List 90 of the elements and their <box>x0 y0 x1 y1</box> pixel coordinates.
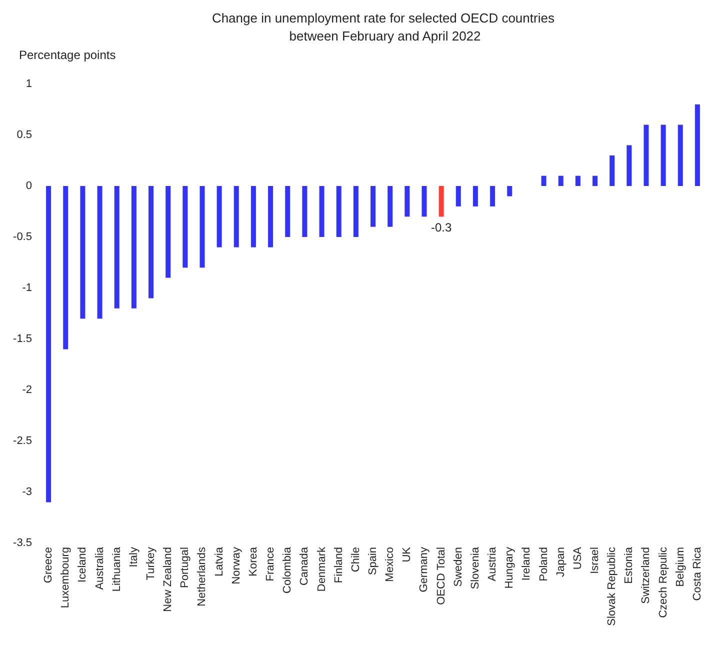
x-tick-label: Czech Repulic <box>657 546 670 618</box>
bar <box>166 186 171 278</box>
bar <box>626 145 632 186</box>
bar <box>114 186 120 308</box>
bar <box>182 186 188 268</box>
bar <box>131 186 136 308</box>
bar <box>200 186 205 268</box>
data-label: -0.3 <box>430 220 452 235</box>
bar <box>97 186 102 319</box>
x-tick-label: Japan <box>554 547 567 577</box>
x-tick-label: Korea <box>247 546 260 576</box>
x-tick-label: OECD Total <box>435 547 448 605</box>
x-tick-label: Latvia <box>213 546 226 576</box>
bar <box>507 186 512 196</box>
bar <box>644 124 649 186</box>
bar <box>268 186 274 248</box>
x-tick-label: Iceland <box>76 547 89 582</box>
bar <box>592 176 598 186</box>
bar <box>370 186 376 227</box>
x-tick-label: Colombia <box>282 546 294 594</box>
x-tick-label: Switzerland <box>640 547 652 604</box>
x-tick-label: Belgium <box>674 547 686 587</box>
x-tick-label: Ireland <box>520 547 533 581</box>
bar <box>80 186 86 319</box>
bar <box>46 186 52 502</box>
y-tick-label: 1 <box>26 78 32 90</box>
bar <box>694 104 700 186</box>
x-tick-label: Portugal <box>179 547 192 588</box>
bar <box>319 186 324 237</box>
bar <box>678 124 683 186</box>
x-tick-label: Slovak Republic <box>606 546 618 626</box>
bar <box>575 176 580 186</box>
bar <box>438 186 444 217</box>
y-tick-label: -1 <box>22 282 32 294</box>
bar <box>472 186 478 206</box>
x-tick-label: Poland <box>538 547 550 582</box>
y-tick-label: -2.5 <box>13 435 32 447</box>
x-tick-label: Australia <box>94 546 106 590</box>
bar <box>216 186 222 248</box>
x-tick-label: Italy <box>128 546 140 568</box>
x-tick-label: Turkey <box>145 546 157 580</box>
bar <box>558 176 564 186</box>
bar <box>285 186 290 237</box>
y-tick-label: -1.5 <box>13 333 32 345</box>
x-tick-label: Israel <box>589 547 601 574</box>
x-tick-label: Lithuania <box>110 546 123 592</box>
x-tick-label: Spain <box>367 547 379 576</box>
x-tick-label: Finland <box>332 547 345 584</box>
y-tick-label: -3 <box>22 486 32 498</box>
bar <box>250 186 256 248</box>
x-tick-label: Canada <box>298 546 311 586</box>
bar <box>422 186 427 217</box>
bar <box>610 155 615 186</box>
x-tick-label: Netherlands <box>196 546 208 606</box>
bar <box>234 186 239 248</box>
x-tick-label: Denmark <box>316 546 328 592</box>
bar <box>336 186 342 237</box>
x-tick-label: France <box>264 547 277 582</box>
x-tick-label: Hungary <box>504 546 516 589</box>
y-axis-title: Percentage points <box>19 48 116 62</box>
bar <box>353 186 358 237</box>
y-tick-label: -2 <box>22 384 32 396</box>
x-tick-label: USA <box>572 546 584 570</box>
bar <box>148 186 154 298</box>
bar <box>660 124 666 186</box>
bar <box>302 186 308 237</box>
y-tick-label: 0.5 <box>16 129 32 141</box>
bar <box>388 186 393 227</box>
x-tick-label: Costa Rica <box>691 546 704 601</box>
bar <box>63 186 68 350</box>
chart-title: Change in unemployment rate for selected OECD countries between February and April 2022 <box>212 10 558 44</box>
x-tick-label: UK <box>401 546 414 562</box>
x-tick-label: Slovenia <box>469 546 482 590</box>
x-tick-label: Chile <box>350 547 362 572</box>
x-tick-label: Greece <box>42 547 55 584</box>
x-tick-label: Sweden <box>452 547 464 587</box>
y-tick-label: -0.5 <box>13 231 32 243</box>
y-tick-label: -3.5 <box>13 537 32 549</box>
bar <box>490 186 496 206</box>
bar <box>541 176 546 186</box>
x-tick-label: Austria <box>486 546 499 582</box>
x-tick-label: Estonia <box>623 546 636 584</box>
bar <box>404 186 410 217</box>
x-tick-label: Norway <box>230 546 242 584</box>
y-tick-label: 0 <box>26 180 32 192</box>
x-tick-label: Germany <box>418 546 430 592</box>
x-tick-label: New Zealand <box>162 547 174 612</box>
x-tick-label: Mexico <box>384 547 396 582</box>
bar <box>456 186 461 206</box>
x-tick-label: Luxembourg <box>60 547 72 608</box>
